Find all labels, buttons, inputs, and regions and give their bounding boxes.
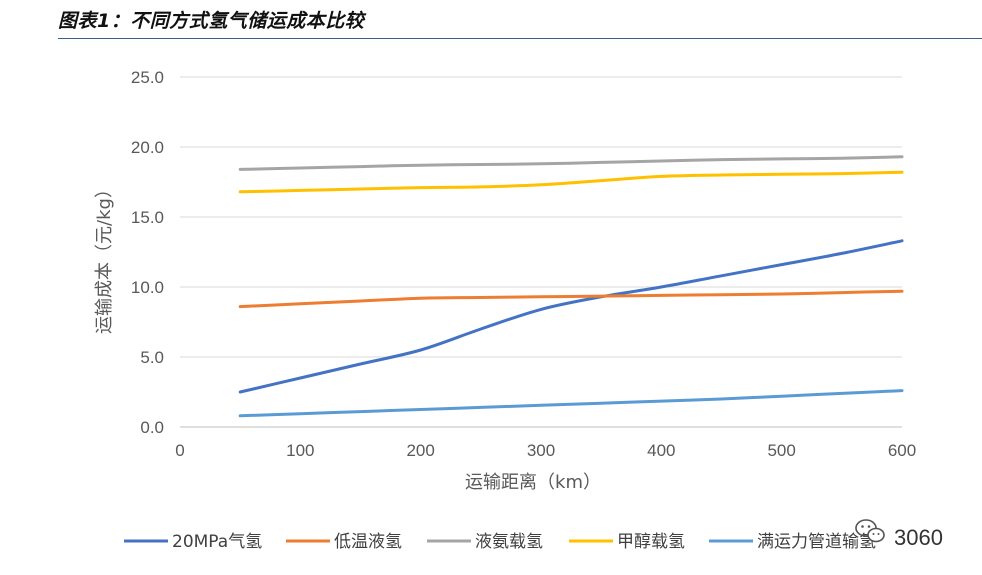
x-tick-label: 500 xyxy=(767,441,795,460)
legend-label: 低温液氢 xyxy=(334,532,402,552)
y-tick-label: 20.0 xyxy=(131,138,164,157)
watermark-text: 3060 xyxy=(894,525,943,550)
x-tick-label: 0 xyxy=(175,441,184,460)
title-divider xyxy=(58,38,982,39)
y-tick-label: 10.0 xyxy=(131,278,164,297)
x-tick-label: 600 xyxy=(888,441,916,460)
series-4-line xyxy=(238,170,904,194)
series-1-line xyxy=(238,239,904,394)
series-2-line xyxy=(238,289,904,309)
figure-title: 图表1：不同方式氢气储运成本比较 xyxy=(58,10,365,32)
legend: 20MPa气氢 低温液氢 液氨载氢 甲醇载氢 满运力管道输氢 xyxy=(124,532,876,552)
legend-label: 甲醇载氢 xyxy=(617,532,685,552)
wechat-icon xyxy=(855,519,885,543)
y-tick-label: 25.0 xyxy=(131,68,164,87)
x-tick-label: 400 xyxy=(647,441,675,460)
y-tick-label: 5.0 xyxy=(140,348,164,367)
y-axis-tick-labels: 0.0 5.0 10.0 15.0 20.0 25.0 xyxy=(131,68,164,437)
y-axis-title: 运输成本（元/kg） xyxy=(94,180,115,334)
watermark: 3060 xyxy=(855,519,943,550)
x-axis-tick-labels: 0 100 200 300 400 500 600 xyxy=(175,441,916,460)
y-tick-label: 15.0 xyxy=(131,208,164,227)
gridlines xyxy=(180,76,902,358)
series-3-line xyxy=(238,155,904,171)
x-tick-label: 100 xyxy=(286,441,314,460)
series-lines xyxy=(238,155,904,418)
legend-label: 液氨载氢 xyxy=(475,532,543,552)
y-tick-label: 0.0 xyxy=(140,418,164,437)
x-axis-title: 运输距离（km） xyxy=(465,472,601,493)
legend-label: 满运力管道输氢 xyxy=(757,532,876,552)
x-tick-label: 200 xyxy=(406,441,434,460)
legend-label: 20MPa气氢 xyxy=(172,532,262,552)
series-5-line xyxy=(238,389,904,418)
x-tick-label: 300 xyxy=(527,441,555,460)
